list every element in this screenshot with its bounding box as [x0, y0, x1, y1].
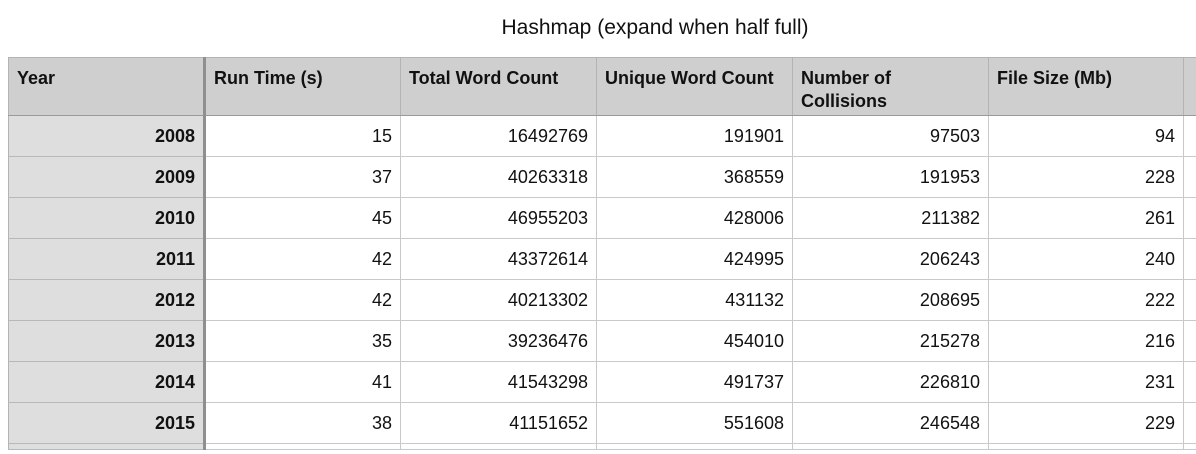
total-word-count-cell[interactable]: 16492769 [400, 115, 597, 157]
collisions-cell[interactable]: 246548 [792, 402, 989, 444]
year-cell[interactable]: 2013 [8, 320, 206, 362]
run-time-cell[interactable]: 15 [204, 115, 401, 157]
year-cell[interactable]: 2015 [8, 402, 206, 444]
table-row: 2010 45 46955203 428006 211382 261 [8, 197, 1196, 239]
run-time-cell[interactable]: 42 [204, 279, 401, 321]
column-header-file-size[interactable]: File Size (Mb) [988, 57, 1184, 116]
header-row: Year Run Time (s) Total Word Count Uniqu… [8, 57, 1196, 116]
table-row: 2015 38 41151652 551608 246548 229 [8, 402, 1196, 444]
overflow-cell [1183, 402, 1196, 444]
year-cell[interactable]: 2012 [8, 279, 206, 321]
collisions-cell[interactable]: 215278 [792, 320, 989, 362]
file-size-cell[interactable]: 228 [988, 156, 1184, 198]
total-word-count-cell[interactable]: 46955203 [400, 197, 597, 239]
unique-word-count-cell[interactable]: 454010 [596, 320, 793, 362]
table-row-partial [8, 443, 1196, 450]
file-size-cell[interactable]: 229 [988, 402, 1184, 444]
unique-word-count-cell[interactable]: 431132 [596, 279, 793, 321]
total-word-count-cell[interactable]: 41543298 [400, 361, 597, 403]
year-cell[interactable] [8, 443, 206, 450]
total-word-count-cell[interactable]: 40263318 [400, 156, 597, 198]
total-word-count-cell[interactable]: 43372614 [400, 238, 597, 280]
unique-word-count-cell[interactable]: 491737 [596, 361, 793, 403]
table-row: 2014 41 41543298 491737 226810 231 [8, 361, 1196, 403]
overflow-cell [1183, 320, 1196, 362]
file-size-cell[interactable]: 261 [988, 197, 1184, 239]
run-time-cell[interactable]: 41 [204, 361, 401, 403]
table-title: Hashmap (expand when half full) [501, 16, 809, 39]
run-time-cell[interactable]: 42 [204, 238, 401, 280]
total-word-count-cell[interactable] [400, 443, 597, 450]
table-row: 2013 35 39236476 454010 215278 216 [8, 320, 1196, 362]
overflow-cell [1183, 238, 1196, 280]
overflow-cell [1183, 361, 1196, 403]
column-header-total-word-count[interactable]: Total Word Count [400, 57, 597, 116]
collisions-cell[interactable]: 226810 [792, 361, 989, 403]
table-row: 2012 42 40213302 431132 208695 222 [8, 279, 1196, 321]
collisions-cell[interactable]: 191953 [792, 156, 989, 198]
collisions-cell[interactable]: 211382 [792, 197, 989, 239]
total-word-count-cell[interactable]: 40213302 [400, 279, 597, 321]
collisions-cell[interactable]: 208695 [792, 279, 989, 321]
file-size-cell[interactable] [988, 443, 1184, 450]
year-cell[interactable]: 2009 [8, 156, 206, 198]
table-row: 2009 37 40263318 368559 191953 228 [8, 156, 1196, 198]
file-size-cell[interactable]: 94 [988, 115, 1184, 157]
overflow-cell [1183, 115, 1196, 157]
collisions-cell[interactable] [792, 443, 989, 450]
year-cell[interactable]: 2014 [8, 361, 206, 403]
year-cell[interactable]: 2011 [8, 238, 206, 280]
unique-word-count-cell[interactable]: 551608 [596, 402, 793, 444]
file-size-cell[interactable]: 216 [988, 320, 1184, 362]
unique-word-count-cell[interactable]: 368559 [596, 156, 793, 198]
overflow-cell [1183, 156, 1196, 198]
total-word-count-cell[interactable]: 41151652 [400, 402, 597, 444]
column-header-number-of-collisions[interactable]: Number of Collisions [792, 57, 989, 116]
column-header-overflow [1183, 57, 1196, 116]
unique-word-count-cell[interactable]: 428006 [596, 197, 793, 239]
run-time-cell[interactable]: 38 [204, 402, 401, 444]
run-time-cell[interactable]: 35 [204, 320, 401, 362]
collisions-cell[interactable]: 206243 [792, 238, 989, 280]
year-cell[interactable]: 2010 [8, 197, 206, 239]
overflow-cell [1183, 197, 1196, 239]
collisions-cell[interactable]: 97503 [792, 115, 989, 157]
unique-word-count-cell[interactable] [596, 443, 793, 450]
overflow-cell [1183, 279, 1196, 321]
file-size-cell[interactable]: 222 [988, 279, 1184, 321]
file-size-cell[interactable]: 240 [988, 238, 1184, 280]
overflow-cell [1183, 443, 1196, 450]
year-cell[interactable]: 2008 [8, 115, 206, 157]
column-header-unique-word-count[interactable]: Unique Word Count [596, 57, 793, 116]
column-header-run-time[interactable]: Run Time (s) [204, 57, 401, 116]
run-time-cell[interactable]: 37 [204, 156, 401, 198]
unique-word-count-cell[interactable]: 424995 [596, 238, 793, 280]
run-time-cell[interactable]: 45 [204, 197, 401, 239]
column-header-year[interactable]: Year [8, 57, 206, 116]
data-table: Year Run Time (s) Total Word Count Uniqu… [8, 57, 1196, 450]
table-row: 2011 42 43372614 424995 206243 240 [8, 238, 1196, 280]
total-word-count-cell[interactable]: 39236476 [400, 320, 597, 362]
unique-word-count-cell[interactable]: 191901 [596, 115, 793, 157]
run-time-cell[interactable] [204, 443, 401, 450]
file-size-cell[interactable]: 231 [988, 361, 1184, 403]
table-row: 2008 15 16492769 191901 97503 94 [8, 115, 1196, 157]
